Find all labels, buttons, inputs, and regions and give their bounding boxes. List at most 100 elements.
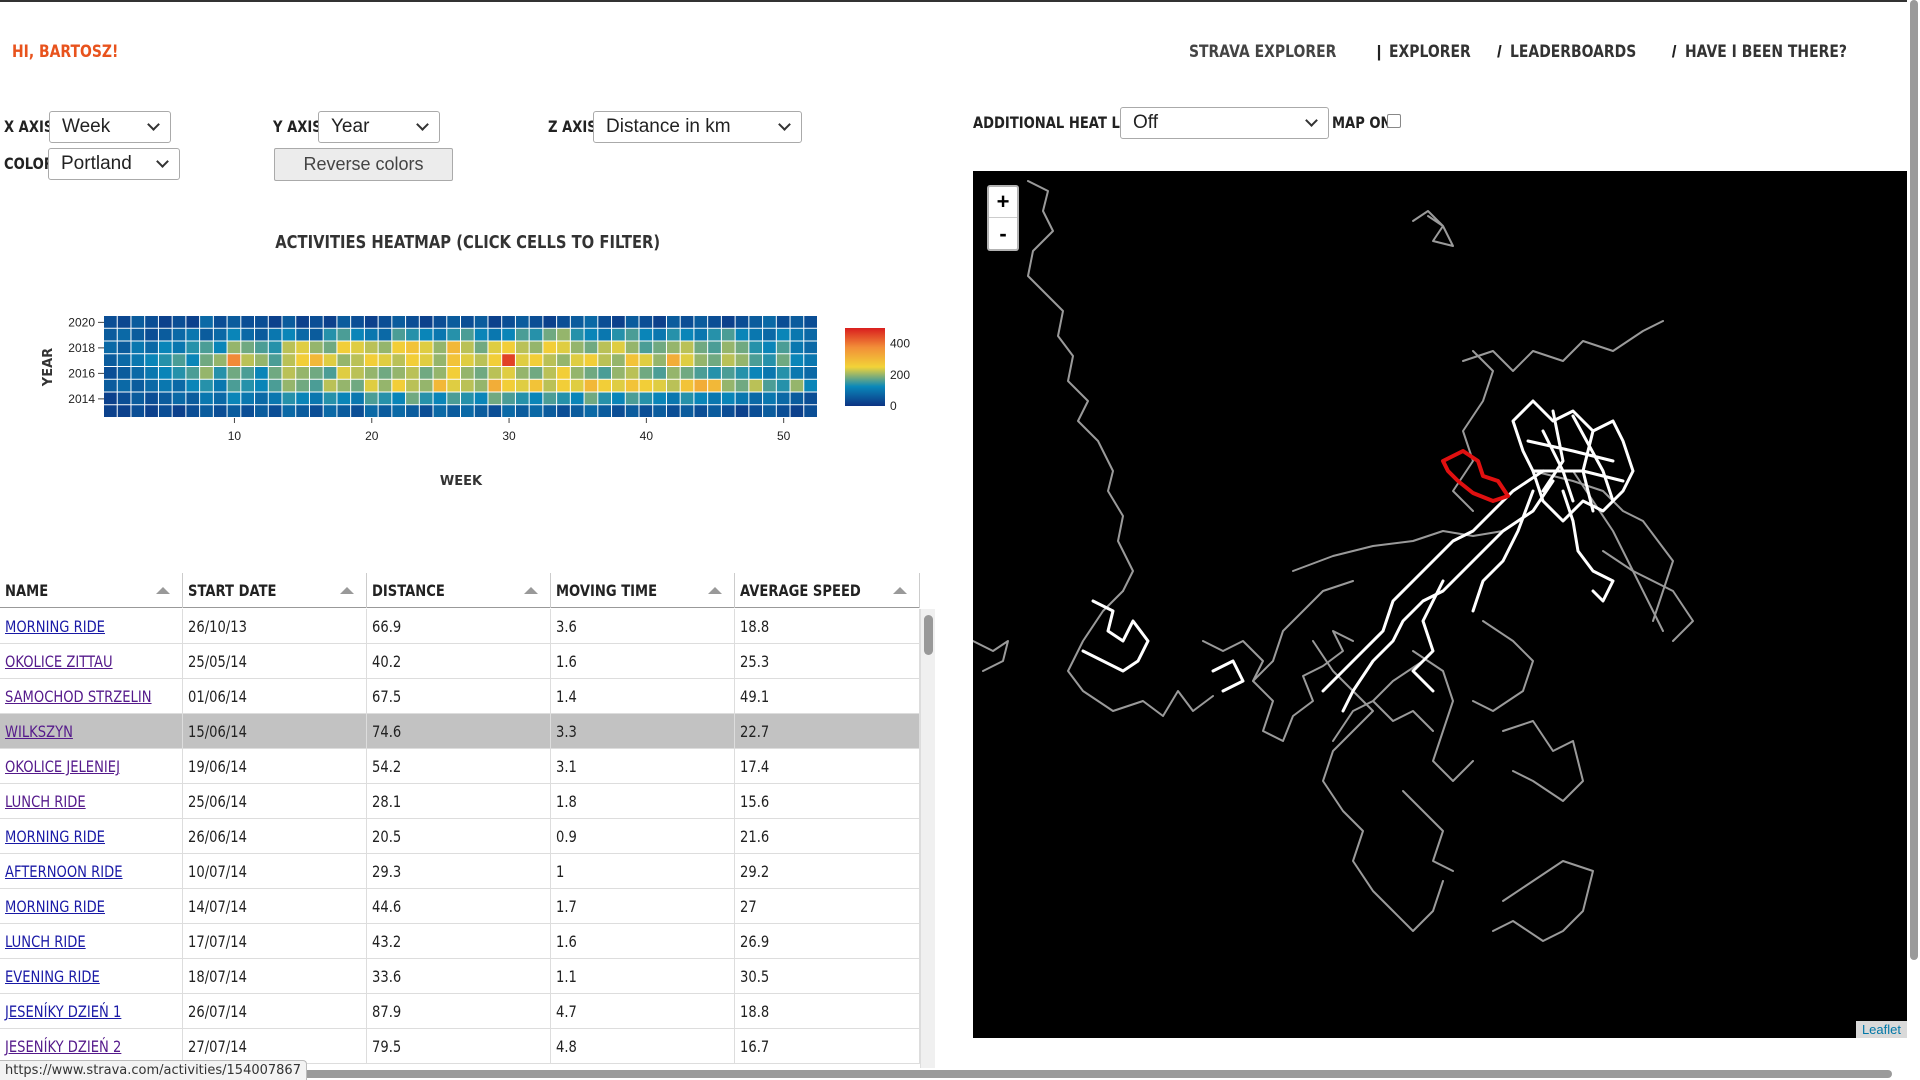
heatmap-cell[interactable]: [364, 405, 378, 417]
heatmap-cell[interactable]: [255, 354, 268, 366]
heatmap-cell[interactable]: [570, 328, 584, 341]
activity-link[interactable]: LUNCH RIDE: [5, 932, 86, 951]
activity-link[interactable]: MORNING RIDE: [5, 827, 105, 846]
heatmap-cell[interactable]: [447, 341, 460, 354]
heatmap-cell[interactable]: [612, 405, 625, 417]
heatmap-cell[interactable]: [584, 379, 598, 392]
column-header[interactable]: AVERAGE SPEED: [735, 573, 920, 608]
heatmap-cell[interactable]: [790, 379, 804, 392]
page-vertical-scrollbar[interactable]: [1907, 0, 1920, 1066]
heatmap-cell[interactable]: [749, 392, 763, 405]
heatmap-cell[interactable]: [282, 367, 296, 379]
heatmap-cell[interactable]: [241, 354, 255, 366]
heatmap-cell[interactable]: [474, 328, 488, 341]
nav-leaderboards[interactable]: LEADERBOARDS: [1509, 42, 1637, 62]
heatmap-cell[interactable]: [433, 341, 447, 354]
table-row[interactable]: MORNING RIDE 14/07/14 44.6 1.7 27: [0, 889, 920, 924]
heatmap-cell[interactable]: [104, 328, 117, 341]
heatmap-cell[interactable]: [694, 354, 708, 366]
activities-map[interactable]: + - Leaflet: [973, 171, 1907, 1038]
heatmap-cell[interactable]: [804, 392, 817, 405]
heatmap-cell[interactable]: [543, 341, 557, 354]
table-row[interactable]: EVENING RIDE 18/07/14 33.6 1.1 30.5: [0, 959, 920, 994]
heatmap-cell[interactable]: [666, 405, 680, 417]
heatmap-cell[interactable]: [570, 405, 584, 417]
heatmap-cell[interactable]: [529, 379, 543, 392]
heatmap-cell[interactable]: [461, 328, 474, 341]
heatmap-cell[interactable]: [804, 379, 817, 392]
heatmap-cell[interactable]: [502, 341, 515, 354]
heatmap-cell[interactable]: [461, 316, 474, 328]
heatmap-cell[interactable]: [680, 316, 694, 328]
heatmap-cell[interactable]: [680, 367, 694, 379]
heatmap-cell[interactable]: [227, 316, 241, 328]
heatmap-cell[interactable]: [515, 379, 529, 392]
heatmap-cell[interactable]: [529, 354, 543, 366]
heatmap-cell[interactable]: [447, 405, 460, 417]
heatmap-cell[interactable]: [776, 405, 790, 417]
heatmap-cell[interactable]: [515, 316, 529, 328]
heatmap-cell[interactable]: [309, 392, 323, 405]
heatmap-cell[interactable]: [447, 379, 460, 392]
heatmap-cell[interactable]: [680, 341, 694, 354]
heatmap-cell[interactable]: [406, 354, 419, 366]
heatmap-cell[interactable]: [351, 367, 364, 379]
heatmap-cell[interactable]: [337, 392, 351, 405]
heatmap-cell[interactable]: [241, 316, 255, 328]
heatmap-cell[interactable]: [639, 341, 653, 354]
heatmap-cell[interactable]: [227, 354, 241, 366]
heatmap-cell[interactable]: [570, 316, 584, 328]
heatmap-cell[interactable]: [502, 392, 515, 405]
column-header[interactable]: START DATE: [183, 573, 367, 608]
heatmap-cell[interactable]: [392, 354, 406, 366]
heatmap-cell[interactable]: [104, 379, 117, 392]
heatmap-cell[interactable]: [708, 328, 721, 341]
heatmap-cell[interactable]: [364, 392, 378, 405]
heatmap-cell[interactable]: [255, 405, 268, 417]
heatmap-cell[interactable]: [296, 379, 309, 392]
heatmap-cell[interactable]: [598, 316, 612, 328]
heatmap-cell[interactable]: [213, 392, 227, 405]
heatmap-cell[interactable]: [625, 405, 639, 417]
heatmap-cell[interactable]: [131, 367, 145, 379]
heatmap-cell[interactable]: [419, 316, 433, 328]
heatmap-cell[interactable]: [584, 405, 598, 417]
heatmap-cell[interactable]: [268, 405, 282, 417]
heatmap-cell[interactable]: [461, 341, 474, 354]
heatmap-cell[interactable]: [584, 367, 598, 379]
heatmap-cell[interactable]: [296, 341, 309, 354]
heatmap-cell[interactable]: [529, 405, 543, 417]
heatmap-cell[interactable]: [145, 392, 158, 405]
heatmap-cell[interactable]: [749, 367, 763, 379]
heatmap-cell[interactable]: [653, 316, 666, 328]
heatmap-cell[interactable]: [570, 367, 584, 379]
heatmap-cell[interactable]: [227, 379, 241, 392]
heatmap-cell[interactable]: [694, 392, 708, 405]
heatmap-cell[interactable]: [488, 392, 502, 405]
heatmap-cell[interactable]: [227, 328, 241, 341]
heatmap-cell[interactable]: [131, 316, 145, 328]
heatmap-cell[interactable]: [598, 405, 612, 417]
sort-arrow-icon[interactable]: [893, 587, 907, 594]
heatmap-cell[interactable]: [598, 379, 612, 392]
heatmap-cell[interactable]: [763, 354, 776, 366]
leaflet-attribution[interactable]: Leaflet: [1855, 1021, 1907, 1038]
heatmap-cell[interactable]: [213, 316, 227, 328]
heatmap-cell[interactable]: [158, 405, 172, 417]
heatmap-cell[interactable]: [653, 405, 666, 417]
heatmap-cell[interactable]: [666, 367, 680, 379]
heatmap-cell[interactable]: [406, 392, 419, 405]
heatmap-cell[interactable]: [172, 367, 186, 379]
heatmap-cell[interactable]: [612, 328, 625, 341]
heatmap-cell[interactable]: [213, 367, 227, 379]
heatmap-cell[interactable]: [708, 316, 721, 328]
heatmap-cell[interactable]: [694, 405, 708, 417]
heatmap-cell[interactable]: [172, 341, 186, 354]
heatmap-cell[interactable]: [598, 392, 612, 405]
table-row[interactable]: WILKSZYN 15/06/14 74.6 3.3 22.7: [0, 714, 920, 749]
heatmap-cell[interactable]: [708, 405, 721, 417]
heatmap-cell[interactable]: [776, 392, 790, 405]
activity-link[interactable]: LUNCH RIDE: [5, 792, 86, 811]
heatmap-cell[interactable]: [666, 392, 680, 405]
heatmap-cell[interactable]: [104, 392, 117, 405]
